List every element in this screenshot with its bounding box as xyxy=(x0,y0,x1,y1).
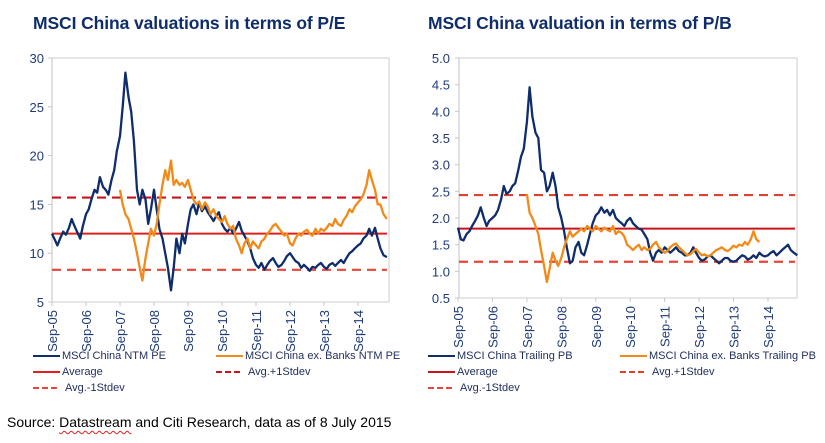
x-tick-label: Sep-09 xyxy=(589,306,604,348)
legend-swatch xyxy=(428,387,452,389)
y-tick-label: 1.0 xyxy=(432,264,450,279)
y-tick-label: 4.0 xyxy=(432,104,450,119)
legend-label: Average xyxy=(62,366,103,378)
y-tick-label: 0.5 xyxy=(432,291,450,306)
source-note: Source: Datastream and Citi Research, da… xyxy=(7,414,391,430)
source-suffix: and Citi Research, data as of 8 July 201… xyxy=(131,414,392,430)
y-tick-label: 1.5 xyxy=(432,238,450,253)
legend-item-average: Average xyxy=(428,366,498,378)
legend-item-avg-plus-1stdev: Avg.+1Stdev xyxy=(620,366,714,378)
legend-item-ntm-pe: MSCI China NTM PE xyxy=(33,350,166,362)
legend-swatch xyxy=(33,387,57,389)
legend-item-avg-minus-1stdev: Avg.-1Stdev xyxy=(33,382,125,394)
series-line-msci-china-ex-banks xyxy=(525,193,761,284)
legend-swatch xyxy=(216,355,243,357)
y-tick-label: 4.5 xyxy=(432,78,450,93)
y-tick-label: 3.5 xyxy=(432,131,450,146)
y-tick-label: 25 xyxy=(30,100,44,115)
legend-swatch xyxy=(216,371,240,373)
legend-label: Average xyxy=(457,366,498,378)
x-tick-label: Sep-13 xyxy=(727,306,742,348)
y-tick-label: 3.0 xyxy=(432,158,450,173)
legend-swatch xyxy=(620,355,647,357)
legend-label: Avg.+1Stdev xyxy=(652,366,715,378)
legend-item-trailing-pb: MSCI China Trailing PB xyxy=(428,350,573,362)
legend-label: Avg.-1Stdev xyxy=(65,382,125,394)
legend-item-avg-plus-1stdev: Avg.+1Stdev xyxy=(216,366,310,378)
x-tick-label: Sep-07 xyxy=(520,306,535,348)
x-tick-label: Sep-11 xyxy=(249,310,264,351)
x-tick-label: Sep-11 xyxy=(658,306,673,347)
x-tick-label: Sep-05 xyxy=(45,310,60,352)
y-tick-label: 20 xyxy=(30,149,44,164)
source-datastream: Datastream xyxy=(59,414,132,430)
pb-chart: 0.5 1.0 1.5 2.0 2.5 3.0 3.5 4.0 4.5 5.0 Sep-05 Sep-… xyxy=(432,51,798,348)
x-tick-label: Sep-09 xyxy=(181,310,196,352)
legend-label: Avg.+1Stdev xyxy=(248,366,311,378)
x-tick-label: Sep-06 xyxy=(485,306,500,348)
legend-label: MSCI China ex. Banks Trailing PB xyxy=(649,350,816,362)
legend-item-exbanks-ntm-pe: MSCI China ex. Banks NTM PE xyxy=(216,350,400,362)
x-tick-label: Sep-14 xyxy=(351,310,366,352)
y-tick-label: 30 xyxy=(30,51,44,66)
y-tick-label: 2.5 xyxy=(432,184,450,199)
chart-title-pb: MSCI China valuation in terms of P/B xyxy=(428,13,732,33)
legend-label: MSCI China NTM PE xyxy=(62,350,166,362)
x-tick-label: Sep-06 xyxy=(79,310,94,352)
x-tick-label: Sep-12 xyxy=(692,306,707,348)
x-tick-label: Sep-07 xyxy=(113,310,128,352)
legend-label: Avg.-1Stdev xyxy=(460,382,520,394)
x-tick-label: Sep-12 xyxy=(283,310,298,352)
y-tick-label: 5.0 xyxy=(432,51,450,66)
legend-swatch xyxy=(33,371,60,373)
chart-title-pe: MSCI China valuations in terms of P/E xyxy=(33,13,346,33)
legend-swatch xyxy=(428,355,455,357)
series-line-msci-china-ex-banks xyxy=(118,159,388,282)
x-tick-label: Sep-14 xyxy=(761,306,776,348)
x-tick-label: Sep-13 xyxy=(317,310,332,352)
legend-item-average: Average xyxy=(33,366,103,378)
x-tick-label: Sep-08 xyxy=(554,306,569,348)
legend-swatch xyxy=(620,371,644,373)
y-tick-label: 10 xyxy=(30,246,44,261)
x-tick-label: Sep-10 xyxy=(215,310,230,352)
legend-item-avg-minus-1stdev: Avg.-1Stdev xyxy=(428,382,520,394)
legend-swatch xyxy=(428,371,455,373)
y-tick-label: 15 xyxy=(30,197,44,212)
legend-swatch xyxy=(33,355,60,357)
pe-chart: 5 10 15 20 25 30 Sep-05 Sep-06 Sep-07 Sep-08 Sep-0… xyxy=(30,51,390,352)
legend-label: MSCI China ex. Banks NTM PE xyxy=(245,350,401,362)
legend-item-exbanks-trailing-pb: MSCI China ex. Banks Trailing PB xyxy=(620,350,816,362)
x-tick-label: Sep-05 xyxy=(451,306,466,348)
legend-label: MSCI China Trailing PB xyxy=(457,350,573,362)
series-line-msci-china xyxy=(456,86,798,265)
x-tick-label: Sep-10 xyxy=(623,306,638,348)
y-tick-label: 5 xyxy=(37,295,44,310)
series-line-msci-china xyxy=(50,71,388,292)
y-tick-label: 2.0 xyxy=(432,211,450,226)
source-prefix: Source: xyxy=(7,414,60,430)
x-tick-label: Sep-08 xyxy=(147,310,162,352)
